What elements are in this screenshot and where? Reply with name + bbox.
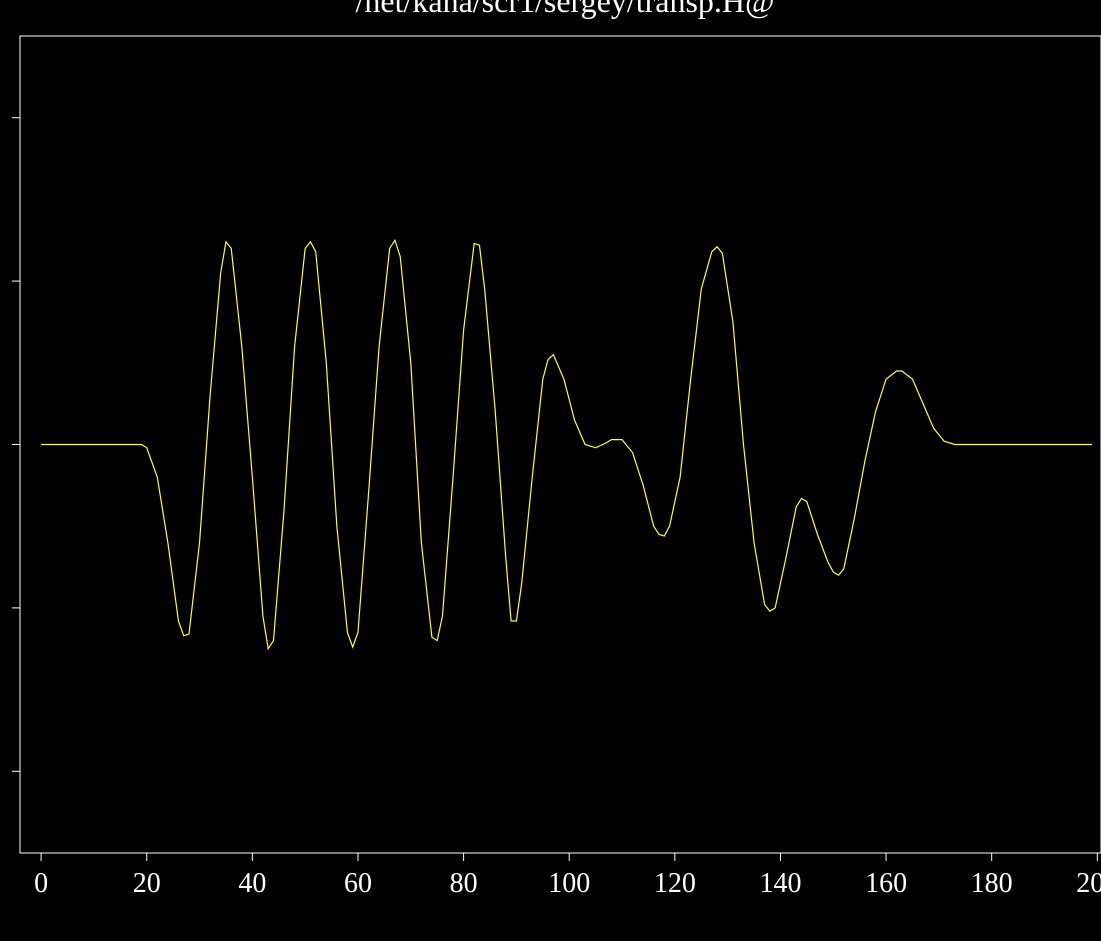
x-tick-label: 200 — [1076, 868, 1101, 899]
x-tick-label: 120 — [654, 868, 696, 899]
x-tick-label: 80 — [450, 868, 478, 899]
x-tick-label: 20 — [133, 868, 161, 899]
x-tick-label: 0 — [34, 868, 48, 899]
x-tick-label: 60 — [344, 868, 372, 899]
x-tick-label: 100 — [548, 868, 590, 899]
x-tick-label: 140 — [759, 868, 801, 899]
x-tick-label: 40 — [238, 868, 266, 899]
x-tick-label: 180 — [971, 868, 1013, 899]
chart-title: /net/kana/scr1/sergey/transp.H@ — [356, 0, 775, 19]
signal-line — [41, 238, 1093, 651]
x-tick-label: 160 — [865, 868, 907, 899]
